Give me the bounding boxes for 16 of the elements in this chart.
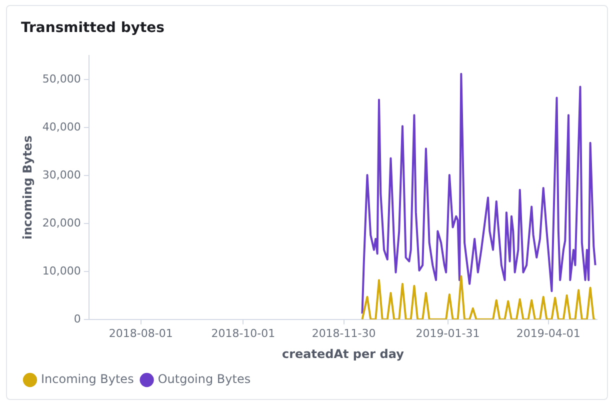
y-tick-label: 10,000 [42, 264, 81, 278]
x-tick-label: 2018-08-01 [108, 326, 173, 340]
x-tick-label: 2018-11-30 [312, 326, 376, 340]
x-axis-title: createdAt per day [282, 346, 404, 361]
y-tick-label: 20,000 [42, 216, 81, 230]
chart-title: Transmitted bytes [21, 20, 164, 36]
legend-label: Outgoing Bytes [158, 372, 251, 386]
x-tick-label: 2019-04-01 [516, 326, 580, 340]
y-tick-label: 30,000 [42, 168, 81, 182]
y-tick-label: 40,000 [42, 120, 81, 134]
y-tick-label: 50,000 [42, 72, 81, 86]
y-axis-title: incoming Bytes [20, 136, 34, 240]
x-tick-label: 2018-10-01 [211, 326, 276, 340]
legend-label: Incoming Bytes [41, 372, 134, 386]
y-tick-label: 0 [74, 312, 81, 326]
x-tick-label: 2019-01-31 [416, 326, 480, 340]
